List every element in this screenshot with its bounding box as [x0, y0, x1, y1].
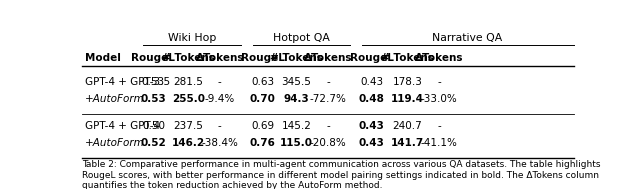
- Text: -: -: [437, 121, 441, 131]
- Text: # Tokens: # Tokens: [381, 53, 434, 63]
- Text: 178.3: 178.3: [392, 77, 422, 87]
- Text: 115.0: 115.0: [280, 138, 313, 148]
- Text: # Tokens: # Tokens: [162, 53, 214, 63]
- Text: RougeL: RougeL: [241, 53, 284, 63]
- Text: 94.3: 94.3: [284, 94, 309, 104]
- Text: -: -: [326, 121, 330, 131]
- Text: 240.7: 240.7: [392, 121, 422, 131]
- Text: Narrative QA: Narrative QA: [433, 33, 503, 43]
- Text: 0.63: 0.63: [251, 77, 274, 87]
- Text: 0.43: 0.43: [358, 121, 385, 131]
- Text: # Tokens: # Tokens: [270, 53, 323, 63]
- Text: +AutoForm: +AutoForm: [85, 138, 145, 148]
- Text: 141.7: 141.7: [391, 138, 424, 148]
- Text: 0.53: 0.53: [142, 77, 165, 87]
- Text: GPT-4 + GPT-3.5: GPT-4 + GPT-3.5: [85, 77, 170, 87]
- Text: 0.69: 0.69: [251, 121, 274, 131]
- Text: -: -: [326, 77, 330, 87]
- Text: 0.53: 0.53: [141, 94, 166, 104]
- Text: 0.43: 0.43: [358, 138, 385, 148]
- Text: RougeL: RougeL: [131, 53, 175, 63]
- Text: -: -: [437, 77, 441, 87]
- Text: 0.50: 0.50: [142, 121, 165, 131]
- Text: +AutoForm: +AutoForm: [85, 94, 145, 104]
- Text: -20.8%: -20.8%: [310, 138, 346, 148]
- Text: 145.2: 145.2: [282, 121, 311, 131]
- Text: Wiki Hop: Wiki Hop: [168, 33, 216, 43]
- Text: 0.52: 0.52: [141, 138, 166, 148]
- Text: -38.4%: -38.4%: [202, 138, 238, 148]
- Text: RougeL scores, with better performance in different model pairing settings indic: RougeL scores, with better performance i…: [83, 171, 600, 180]
- Text: 237.5: 237.5: [173, 121, 203, 131]
- Text: -9.4%: -9.4%: [205, 94, 235, 104]
- Text: -41.1%: -41.1%: [420, 138, 458, 148]
- Text: 0.76: 0.76: [250, 138, 275, 148]
- Text: Table 2: Comparative performance in multi-agent communication across various QA : Table 2: Comparative performance in mult…: [83, 160, 601, 169]
- Text: 146.2: 146.2: [172, 138, 205, 148]
- Text: 119.4: 119.4: [391, 94, 424, 104]
- Text: 281.5: 281.5: [173, 77, 203, 87]
- Text: ΔTokens: ΔTokens: [415, 53, 463, 63]
- Text: -: -: [218, 77, 221, 87]
- Text: -: -: [218, 121, 221, 131]
- Text: 0.43: 0.43: [360, 77, 383, 87]
- Text: ΔTokens: ΔTokens: [196, 53, 244, 63]
- Text: GPT-4 + GPT-4: GPT-4 + GPT-4: [85, 121, 160, 131]
- Text: 345.5: 345.5: [282, 77, 311, 87]
- Text: Hotpot QA: Hotpot QA: [273, 33, 330, 43]
- Text: -33.0%: -33.0%: [420, 94, 458, 104]
- Text: 0.70: 0.70: [250, 94, 275, 104]
- Text: Model: Model: [85, 53, 121, 63]
- Text: RougeL: RougeL: [349, 53, 394, 63]
- Text: ΔTokens: ΔTokens: [304, 53, 352, 63]
- Text: -72.7%: -72.7%: [310, 94, 346, 104]
- Text: 0.48: 0.48: [358, 94, 385, 104]
- Text: quantifies the token reduction achieved by the AutoForm method.: quantifies the token reduction achieved …: [83, 181, 383, 189]
- Text: 255.0: 255.0: [172, 94, 205, 104]
